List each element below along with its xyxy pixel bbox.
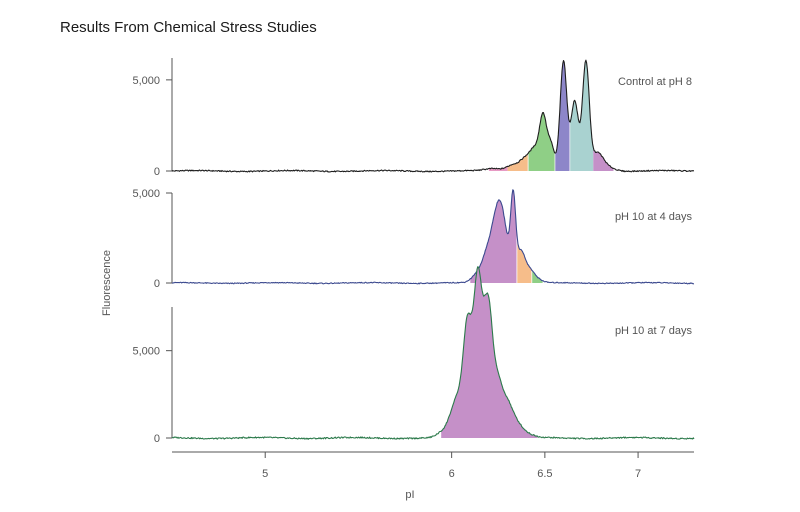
panel-label-1: Control at pH 8 xyxy=(618,76,692,88)
y-tick-label: 5,000 xyxy=(132,75,160,87)
chart-title: Results From Chemical Stress Studies xyxy=(60,19,317,36)
peak-region-green xyxy=(528,112,555,171)
peak-region-teal xyxy=(570,60,594,172)
panel-label-3: pH 10 at 7 days xyxy=(615,325,693,337)
peak-region-orange xyxy=(507,153,528,171)
peak-region-purple xyxy=(470,189,517,283)
y-tick-label: 0 xyxy=(154,433,160,445)
y-axis-title: Fluorescence xyxy=(101,250,113,316)
panel-label-2: pH 10 at 4 days xyxy=(615,211,693,223)
peak-region-purple xyxy=(441,266,538,438)
x-tick-label: 6 xyxy=(449,468,455,480)
peak-region-blue xyxy=(555,60,570,171)
x-tick-label: 6.5 xyxy=(537,468,552,480)
y-tick-label: 0 xyxy=(154,278,160,290)
x-tick-label: 5 xyxy=(262,468,268,480)
trace-line-3 xyxy=(171,266,695,440)
trace-line-1 xyxy=(171,59,695,173)
y-tick-label: 0 xyxy=(154,166,160,178)
peak-region-orange xyxy=(517,238,532,283)
trace-line-2 xyxy=(172,189,695,285)
x-tick-label: 7 xyxy=(635,468,641,480)
y-tick-label: 5,000 xyxy=(132,346,160,358)
y-tick-label: 5,000 xyxy=(132,188,160,200)
peak-region-pink xyxy=(488,166,508,171)
x-axis-title: pI xyxy=(405,489,414,501)
